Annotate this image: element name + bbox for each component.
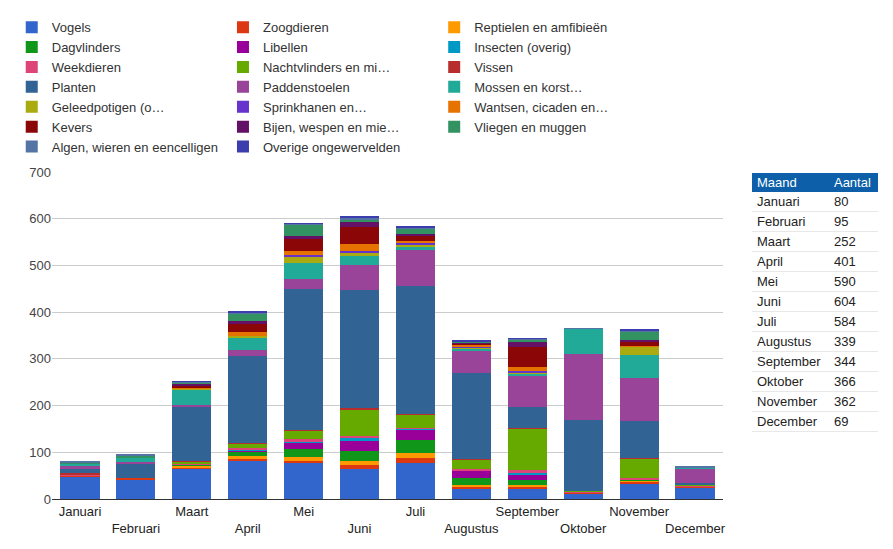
svg-text:Sprinkhanen en…: Sprinkhanen en…	[263, 100, 367, 115]
html-text:Augustus: Augustus	[757, 334, 812, 349]
svg-text:300: 300	[29, 351, 51, 366]
svg-text:Mossen en korst…: Mossen en korst…	[474, 80, 582, 95]
svg-text:September: September	[495, 504, 559, 519]
html-text:344: 344	[834, 354, 856, 369]
html-text:Juli: Juli	[757, 314, 777, 329]
svg-text:November: November	[609, 504, 670, 519]
svg-text:500: 500	[29, 258, 51, 273]
svg-text:100: 100	[29, 445, 51, 460]
svg-text:Weekdieren: Weekdieren	[52, 60, 121, 75]
svg-text:December: December	[665, 521, 726, 536]
svg-text:Geleedpotigen (o…: Geleedpotigen (o…	[52, 100, 165, 115]
svg-text:Mei: Mei	[293, 504, 314, 519]
svg-text:Algen, wieren en eencelligen: Algen, wieren en eencelligen	[52, 140, 218, 155]
html-text:95: 95	[834, 214, 849, 229]
html-text:366: 366	[834, 374, 856, 389]
svg-text:Vissen: Vissen	[474, 60, 513, 75]
svg-text:Vogels: Vogels	[52, 20, 92, 35]
svg-text:April: April	[235, 521, 261, 536]
svg-text:Libellen: Libellen	[263, 40, 308, 55]
html-text:Aantal: Aantal	[834, 175, 871, 190]
svg-text:Dagvlinders: Dagvlinders	[52, 40, 121, 55]
svg-text:200: 200	[29, 398, 51, 413]
svg-text:0: 0	[44, 492, 51, 507]
svg-text:400: 400	[29, 305, 51, 320]
svg-text:Planten: Planten	[52, 80, 96, 95]
html-text:Februari: Februari	[757, 214, 806, 229]
html-text:584: 584	[834, 314, 856, 329]
svg-text:Bijen, wespen en mie…: Bijen, wespen en mie…	[263, 120, 400, 135]
svg-text:Nachtvlinders en mi…: Nachtvlinders en mi…	[263, 60, 390, 75]
html-text:Januari: Januari	[757, 194, 800, 209]
html-text:401: 401	[834, 254, 856, 269]
html-text:Mei: Mei	[757, 274, 778, 289]
html-text:December: December	[757, 414, 817, 429]
svg-text:600: 600	[29, 211, 51, 226]
html-text:September: September	[757, 354, 821, 369]
html-text:69: 69	[834, 414, 849, 429]
svg-text:Februari: Februari	[112, 521, 161, 536]
html-text:Maart: Maart	[757, 234, 791, 249]
html-text:80: 80	[834, 194, 849, 209]
svg-text:700: 700	[29, 165, 51, 180]
html-text:Maand: Maand	[757, 175, 797, 190]
svg-text:Juni: Juni	[348, 521, 372, 536]
svg-text:Kevers: Kevers	[52, 120, 93, 135]
svg-text:Insecten (overig): Insecten (overig)	[474, 40, 571, 55]
html-text:Oktober: Oktober	[757, 374, 804, 389]
svg-text:Januari: Januari	[59, 504, 102, 519]
svg-text:Juli: Juli	[406, 504, 426, 519]
html-text:Juni: Juni	[757, 294, 781, 309]
html-text:590: 590	[834, 274, 856, 289]
html-text:April: April	[757, 254, 783, 269]
html-text:604: 604	[834, 294, 856, 309]
svg-text:Wantsen, cicaden en…: Wantsen, cicaden en…	[474, 100, 608, 115]
svg-text:Reptielen en amfibieën: Reptielen en amfibieën	[474, 20, 607, 35]
svg-text:Paddenstoelen: Paddenstoelen	[263, 80, 350, 95]
svg-text:Vliegen en muggen: Vliegen en muggen	[474, 120, 586, 135]
html-text:November: November	[757, 394, 817, 409]
svg-text:Oktober: Oktober	[560, 521, 607, 536]
svg-text:Overige ongewervelden: Overige ongewervelden	[263, 140, 400, 155]
svg-text:Zoogdieren: Zoogdieren	[263, 20, 329, 35]
html-text:362: 362	[834, 394, 856, 409]
html-text:339: 339	[834, 334, 856, 349]
svg-text:Augustus: Augustus	[444, 521, 499, 536]
svg-text:Maart: Maart	[175, 504, 209, 519]
html-text:252: 252	[834, 234, 856, 249]
